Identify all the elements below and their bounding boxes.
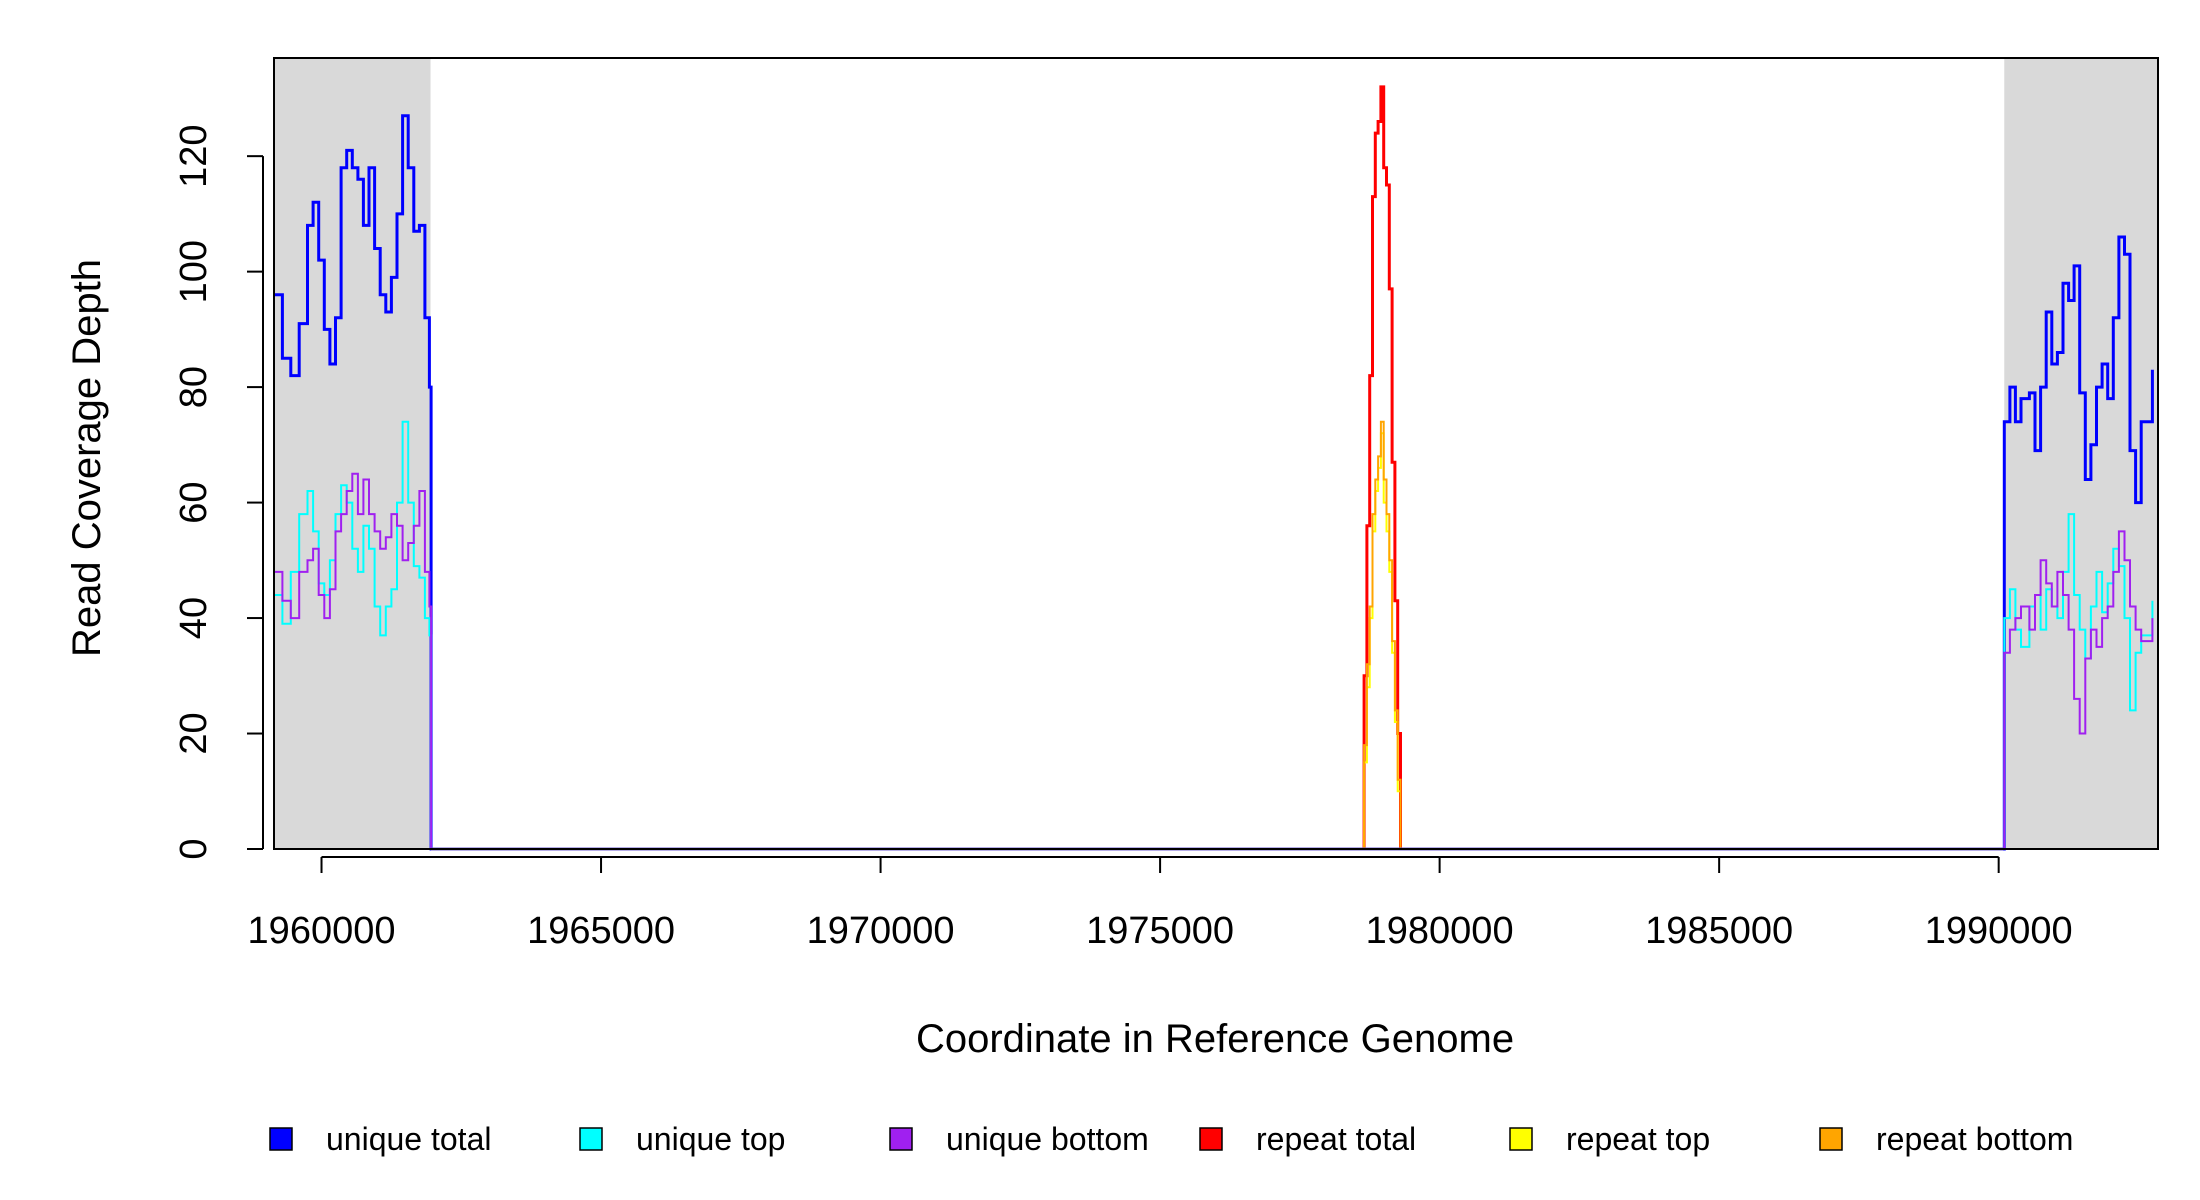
shaded-region-1 xyxy=(2004,58,2158,849)
series-lines xyxy=(274,85,2158,851)
y-axis-title: Read Coverage Depth xyxy=(65,259,109,657)
legend-label-repeat-total: repeat total xyxy=(1256,1121,1416,1157)
legend-swatch-repeat-bottom xyxy=(1819,1127,1843,1151)
y-tick-label-2: 40 xyxy=(173,597,215,639)
y-tick-label-1: 20 xyxy=(173,712,215,754)
legend-swatch-unique-bottom xyxy=(889,1127,913,1151)
series-line-unique-bottom xyxy=(274,472,2154,850)
x-tick-label-4: 1980000 xyxy=(1366,910,1514,952)
legend-swatch-unique-total xyxy=(269,1127,293,1151)
legend-label-unique-top: unique top xyxy=(636,1121,785,1157)
y-tick-label-5: 100 xyxy=(173,240,215,303)
y-tick-label-6: 120 xyxy=(173,124,215,187)
x-tick-label-1: 1965000 xyxy=(527,910,675,952)
legend-label-unique-total: unique total xyxy=(326,1121,491,1157)
axes: 1960000 1965000 1970000 1975000 1980000 19850… xyxy=(173,124,2073,952)
legend-label-repeat-bottom: repeat bottom xyxy=(1876,1121,2073,1157)
x-tick-label-3: 1975000 xyxy=(1086,910,1234,952)
legend: unique total unique top unique bottom repea… xyxy=(269,1121,2073,1157)
x-tick-label-0: 1960000 xyxy=(248,910,396,952)
y-tick-label-4: 80 xyxy=(173,366,215,408)
series-line-repeat-bottom xyxy=(1361,420,1402,850)
y-tick-label-3: 60 xyxy=(173,481,215,523)
legend-swatch-repeat-total xyxy=(1199,1127,1223,1151)
series-line-unique-total xyxy=(274,114,2154,851)
series-line-unique-top xyxy=(274,420,2154,850)
legend-label-repeat-top: repeat top xyxy=(1566,1121,1710,1157)
legend-swatch-repeat-top xyxy=(1509,1127,1533,1151)
legend-label-unique-bottom: unique bottom xyxy=(946,1121,1149,1157)
x-tick-label-6: 1990000 xyxy=(1925,910,2073,952)
legend-swatch-unique-top xyxy=(579,1127,603,1151)
x-tick-label-5: 1985000 xyxy=(1645,910,1793,952)
x-tick-label-2: 1970000 xyxy=(807,910,955,952)
y-tick-label-0: 0 xyxy=(173,838,215,859)
shaded-region-0 xyxy=(274,58,431,849)
series-line-repeat-total xyxy=(1361,85,1402,851)
shaded-regions xyxy=(274,58,2158,849)
x-axis-title: Coordinate in Reference Genome xyxy=(916,1017,1514,1061)
plot-frame xyxy=(273,57,2159,850)
